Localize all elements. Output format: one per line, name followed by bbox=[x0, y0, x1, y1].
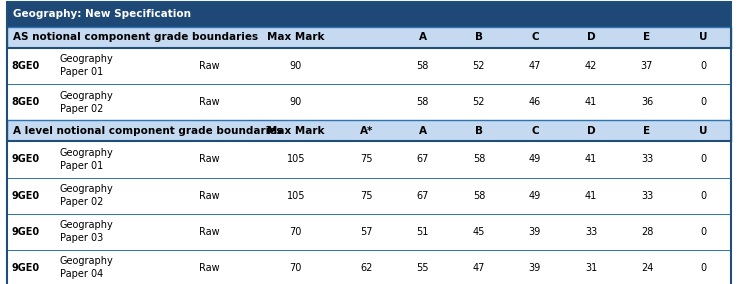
Text: 9GE0: 9GE0 bbox=[11, 263, 39, 273]
Text: 67: 67 bbox=[417, 154, 429, 164]
Text: 105: 105 bbox=[286, 154, 305, 164]
Text: D: D bbox=[587, 126, 596, 136]
Bar bbox=[7, 120, 731, 141]
Text: Raw: Raw bbox=[199, 61, 219, 71]
Text: Raw: Raw bbox=[199, 263, 219, 273]
Text: 0: 0 bbox=[700, 191, 706, 201]
Text: 33: 33 bbox=[584, 227, 597, 237]
Text: 58: 58 bbox=[417, 61, 429, 71]
Text: E: E bbox=[644, 32, 650, 42]
Text: 67: 67 bbox=[417, 191, 429, 201]
Text: 90: 90 bbox=[289, 97, 302, 107]
Text: 58: 58 bbox=[473, 154, 485, 164]
Text: 58: 58 bbox=[473, 191, 485, 201]
Text: 37: 37 bbox=[641, 61, 653, 71]
Bar bbox=[7, 250, 731, 284]
Text: 70: 70 bbox=[289, 263, 302, 273]
Text: 47: 47 bbox=[473, 263, 485, 273]
Text: 55: 55 bbox=[417, 263, 429, 273]
Text: 0: 0 bbox=[700, 227, 706, 237]
Text: Max Mark: Max Mark bbox=[267, 32, 325, 42]
Text: AS notional component grade boundaries: AS notional component grade boundaries bbox=[13, 32, 258, 42]
Text: Paper 02: Paper 02 bbox=[60, 104, 103, 114]
Text: Raw: Raw bbox=[199, 154, 219, 164]
Text: 28: 28 bbox=[641, 227, 653, 237]
Text: 0: 0 bbox=[700, 61, 706, 71]
Text: 49: 49 bbox=[529, 191, 541, 201]
Text: 8GE0: 8GE0 bbox=[11, 61, 39, 71]
Text: 8GE0: 8GE0 bbox=[11, 97, 39, 107]
Bar bbox=[7, 178, 731, 214]
Bar bbox=[7, 84, 731, 120]
Text: 41: 41 bbox=[584, 191, 597, 201]
Text: C: C bbox=[531, 126, 539, 136]
Bar bbox=[7, 214, 731, 250]
Text: 52: 52 bbox=[472, 97, 485, 107]
Text: 9GE0: 9GE0 bbox=[11, 154, 39, 164]
Text: U: U bbox=[699, 32, 707, 42]
Text: 51: 51 bbox=[417, 227, 429, 237]
Text: Paper 01: Paper 01 bbox=[60, 161, 103, 171]
Text: E: E bbox=[644, 126, 650, 136]
Text: Geography: Geography bbox=[60, 55, 114, 64]
Text: 0: 0 bbox=[700, 97, 706, 107]
Bar bbox=[7, 141, 731, 178]
Text: 42: 42 bbox=[584, 61, 597, 71]
Bar bbox=[7, 2, 731, 27]
Text: A level notional component grade boundaries: A level notional component grade boundar… bbox=[13, 126, 283, 136]
Text: 47: 47 bbox=[528, 61, 541, 71]
Text: 9GE0: 9GE0 bbox=[11, 191, 39, 201]
Text: U: U bbox=[699, 126, 707, 136]
Text: 58: 58 bbox=[417, 97, 429, 107]
Text: 41: 41 bbox=[584, 97, 597, 107]
Text: 0: 0 bbox=[700, 154, 706, 164]
Text: 36: 36 bbox=[641, 97, 653, 107]
Bar bbox=[7, 48, 731, 84]
Text: Raw: Raw bbox=[199, 97, 219, 107]
Text: B: B bbox=[475, 126, 483, 136]
Text: 62: 62 bbox=[361, 263, 373, 273]
Text: 49: 49 bbox=[529, 154, 541, 164]
Text: B: B bbox=[475, 32, 483, 42]
Text: 45: 45 bbox=[473, 227, 485, 237]
Text: 57: 57 bbox=[361, 227, 373, 237]
Text: 9GE0: 9GE0 bbox=[11, 227, 39, 237]
Text: 33: 33 bbox=[641, 154, 653, 164]
Text: 75: 75 bbox=[361, 191, 373, 201]
Text: 52: 52 bbox=[472, 61, 485, 71]
Text: Paper 01: Paper 01 bbox=[60, 67, 103, 78]
Text: 0: 0 bbox=[700, 263, 706, 273]
Text: 75: 75 bbox=[361, 154, 373, 164]
Text: Raw: Raw bbox=[199, 191, 219, 201]
Text: 24: 24 bbox=[641, 263, 653, 273]
Text: 39: 39 bbox=[529, 227, 541, 237]
Text: 105: 105 bbox=[286, 191, 305, 201]
Text: D: D bbox=[587, 32, 596, 42]
Text: 41: 41 bbox=[584, 154, 597, 164]
Text: A: A bbox=[419, 126, 427, 136]
Text: Geography: New Specification: Geography: New Specification bbox=[13, 9, 191, 19]
Text: Raw: Raw bbox=[199, 227, 219, 237]
Text: A: A bbox=[419, 32, 427, 42]
Text: 90: 90 bbox=[289, 61, 302, 71]
Text: Paper 02: Paper 02 bbox=[60, 197, 103, 207]
Text: Geography: Geography bbox=[60, 148, 114, 158]
Text: C: C bbox=[531, 32, 539, 42]
Text: Geography: Geography bbox=[60, 91, 114, 101]
Text: 70: 70 bbox=[289, 227, 302, 237]
Text: Geography: Geography bbox=[60, 220, 114, 230]
Text: A*: A* bbox=[360, 126, 373, 136]
Text: 46: 46 bbox=[529, 97, 541, 107]
Text: Max Mark: Max Mark bbox=[267, 126, 325, 136]
Bar bbox=[7, 27, 731, 48]
Text: Geography: Geography bbox=[60, 256, 114, 266]
Text: 39: 39 bbox=[529, 263, 541, 273]
Text: 31: 31 bbox=[584, 263, 597, 273]
Text: Paper 03: Paper 03 bbox=[60, 233, 103, 243]
Text: Paper 04: Paper 04 bbox=[60, 269, 103, 279]
Text: Geography: Geography bbox=[60, 184, 114, 194]
Text: 33: 33 bbox=[641, 191, 653, 201]
